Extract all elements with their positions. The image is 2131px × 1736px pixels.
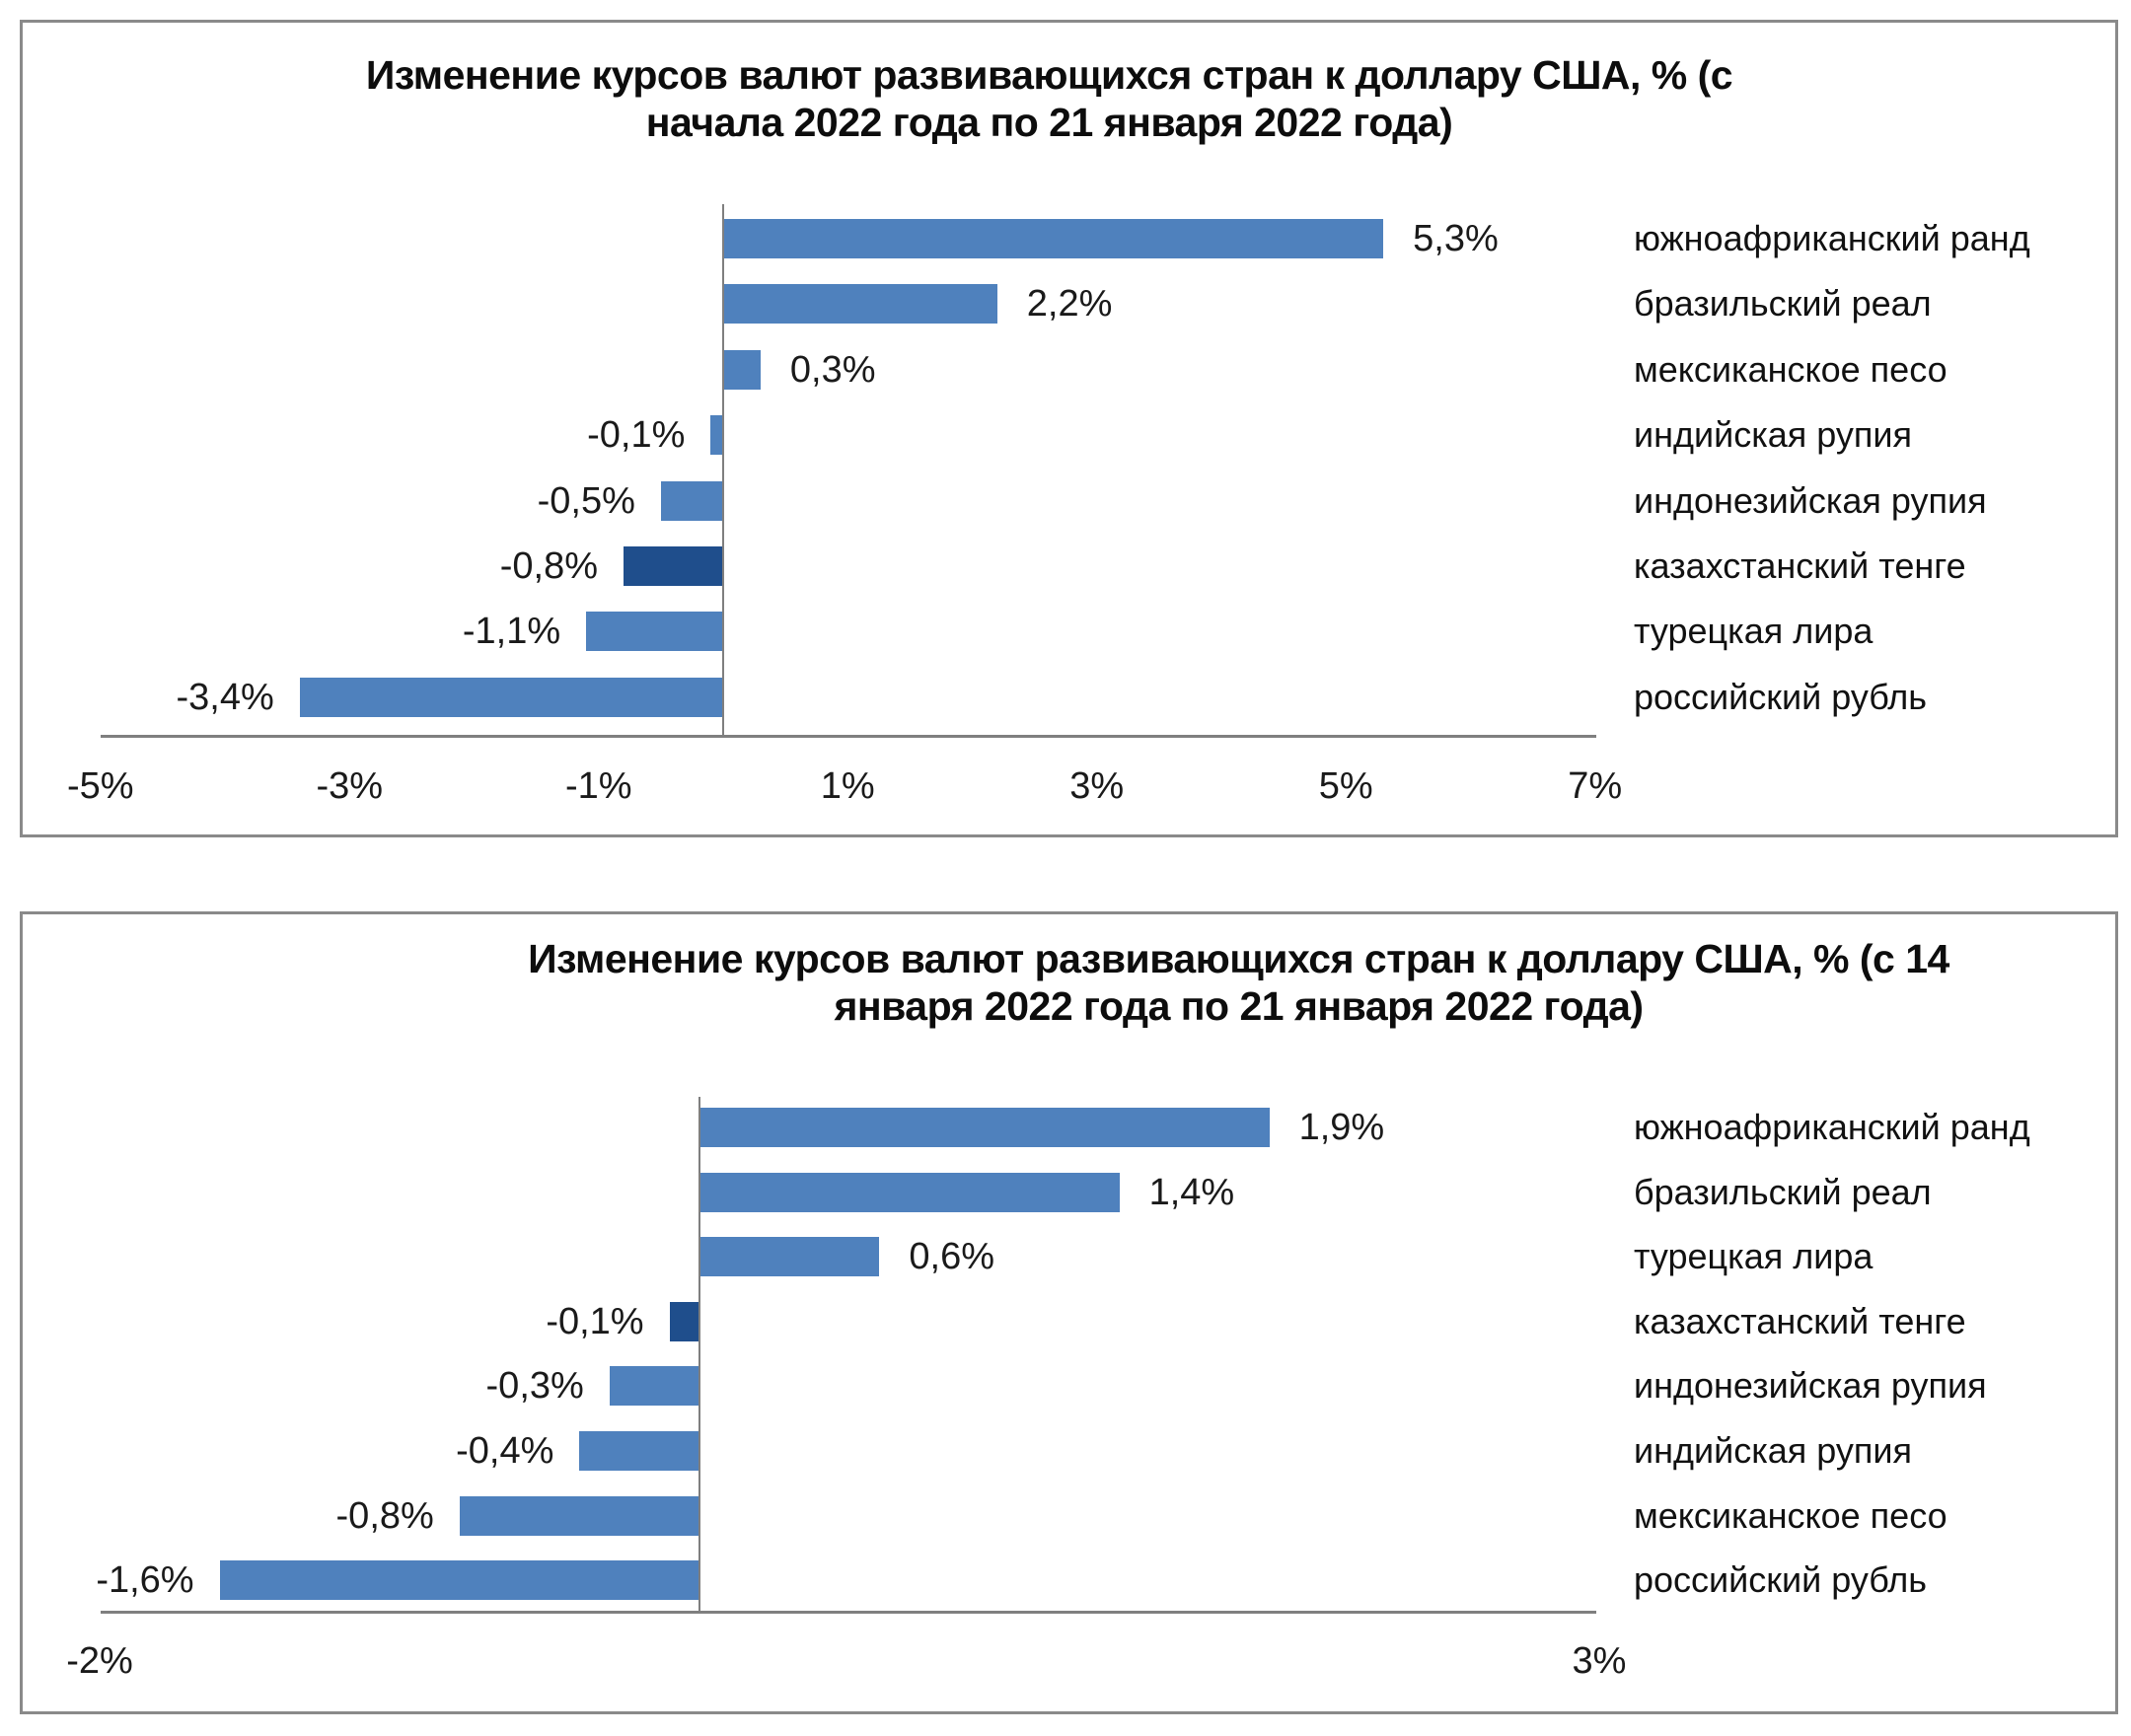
- chart-2-y-axis: [698, 1097, 700, 1613]
- chart-2-title-line-1: Изменение курсов валют развивающихся стр…: [528, 936, 1949, 981]
- chart-1-category-label: индийская рупия: [1634, 414, 1912, 456]
- chart-2-bar: [699, 1237, 880, 1277]
- chart-1-category-label: бразильский реал: [1634, 283, 1932, 325]
- chart-2-data-label: -0,1%: [546, 1300, 644, 1342]
- chart-2-category-label: турецкая лира: [1634, 1236, 1874, 1277]
- chart-1-bar: [299, 677, 723, 717]
- chart-1-data-label: -0,8%: [499, 545, 598, 587]
- chart-1-data-label: -0,5%: [537, 479, 635, 522]
- chart-1-bar: [586, 612, 723, 652]
- chart-2-category-label: мексиканское песо: [1634, 1494, 1947, 1536]
- chart-1-category-label: индонезийская рупия: [1634, 479, 1987, 521]
- chart-1-data-label: -3,4%: [176, 676, 274, 718]
- chart-1-data-label: 0,3%: [789, 348, 876, 391]
- chart-1-data-label: -0,1%: [587, 414, 686, 457]
- chart-2-bar: [669, 1301, 699, 1341]
- chart-2-bar: [579, 1431, 699, 1471]
- chart-1-bar: [660, 480, 723, 521]
- chart-1-category-label: мексиканское песо: [1634, 348, 1947, 390]
- chart-2-category-label: индийская рупия: [1634, 1430, 1912, 1471]
- chart-2-x-tick-label: 3%: [1572, 1640, 1627, 1682]
- chart-1-bar: [624, 546, 723, 586]
- chart-1-data-label: 5,3%: [1413, 218, 1499, 259]
- chart-1-title: Изменение курсов валют развивающихся стр…: [267, 51, 1831, 146]
- chart-2-data-label: 1,4%: [1148, 1171, 1235, 1213]
- chart-1-x-tick-label: -1%: [564, 765, 632, 807]
- chart-2-x-axis: [101, 1611, 1596, 1614]
- chart-2-category-label: южноафриканский ранд: [1634, 1107, 2030, 1147]
- chart-1-title-line-1: Изменение курсов валют развивающихся стр…: [365, 52, 1733, 98]
- chart-1-bar: [723, 284, 997, 325]
- chart-1-bar: [723, 349, 761, 390]
- chart-2-category-label: бразильский реал: [1634, 1171, 1932, 1212]
- chart-2-category-label: российский рубль: [1634, 1559, 1928, 1601]
- chart-2-data-label: -0,8%: [335, 1494, 434, 1537]
- chart-1-x-tick-label: -5%: [66, 765, 134, 807]
- chart-2-data-label: 0,6%: [909, 1236, 995, 1278]
- chart-2-data-label: -0,3%: [485, 1365, 584, 1408]
- chart-1-x-tick-label: 5%: [1318, 765, 1373, 807]
- chart-2-bar: [219, 1560, 699, 1601]
- chart-2-data-label: -0,4%: [456, 1430, 554, 1472]
- chart-1-category-label: казахстанский тенге: [1634, 545, 1966, 586]
- chart-1-data-label: 2,2%: [1026, 283, 1113, 326]
- chart-1-bar: [723, 219, 1384, 258]
- chart-1-y-axis: [722, 204, 724, 737]
- chart-2-category-label: казахстанский тенге: [1634, 1300, 1966, 1341]
- chart-1-data-label: -1,1%: [462, 611, 561, 653]
- chart-2-bar: [699, 1108, 1270, 1147]
- chart-1-category-label: турецкая лира: [1634, 611, 1874, 652]
- chart-2-title: Изменение курсов валют развивающихся стр…: [422, 935, 2055, 1030]
- chart-2-data-label: -1,6%: [96, 1559, 194, 1602]
- chart-2-category-label: индонезийская рупия: [1634, 1365, 1987, 1407]
- chart-2-bar: [609, 1366, 699, 1407]
- chart-2-bar: [699, 1172, 1120, 1212]
- chart-2-x-tick-label: -2%: [66, 1640, 133, 1682]
- chart-1-x-axis: [101, 735, 1596, 738]
- chart-2-bar: [459, 1495, 699, 1536]
- chart-1-title-line-2: начала 2022 года по 21 января 2022 года): [645, 100, 1453, 145]
- chart-1-x-tick-label: 3%: [1069, 765, 1125, 807]
- chart-1-category-label: российский рубль: [1634, 676, 1928, 717]
- chart-2-title-line-2: января 2022 года по 21 января 2022 года): [834, 983, 1644, 1029]
- chart-1-bar: [710, 415, 723, 456]
- chart-2-data-label: 1,9%: [1298, 1107, 1385, 1148]
- chart-1-x-tick-label: -3%: [316, 765, 384, 807]
- chart-1-category-label: южноафриканский ранд: [1634, 218, 2030, 258]
- chart-1-x-tick-label: 7%: [1568, 765, 1623, 807]
- chart-1-x-tick-label: 1%: [820, 765, 875, 807]
